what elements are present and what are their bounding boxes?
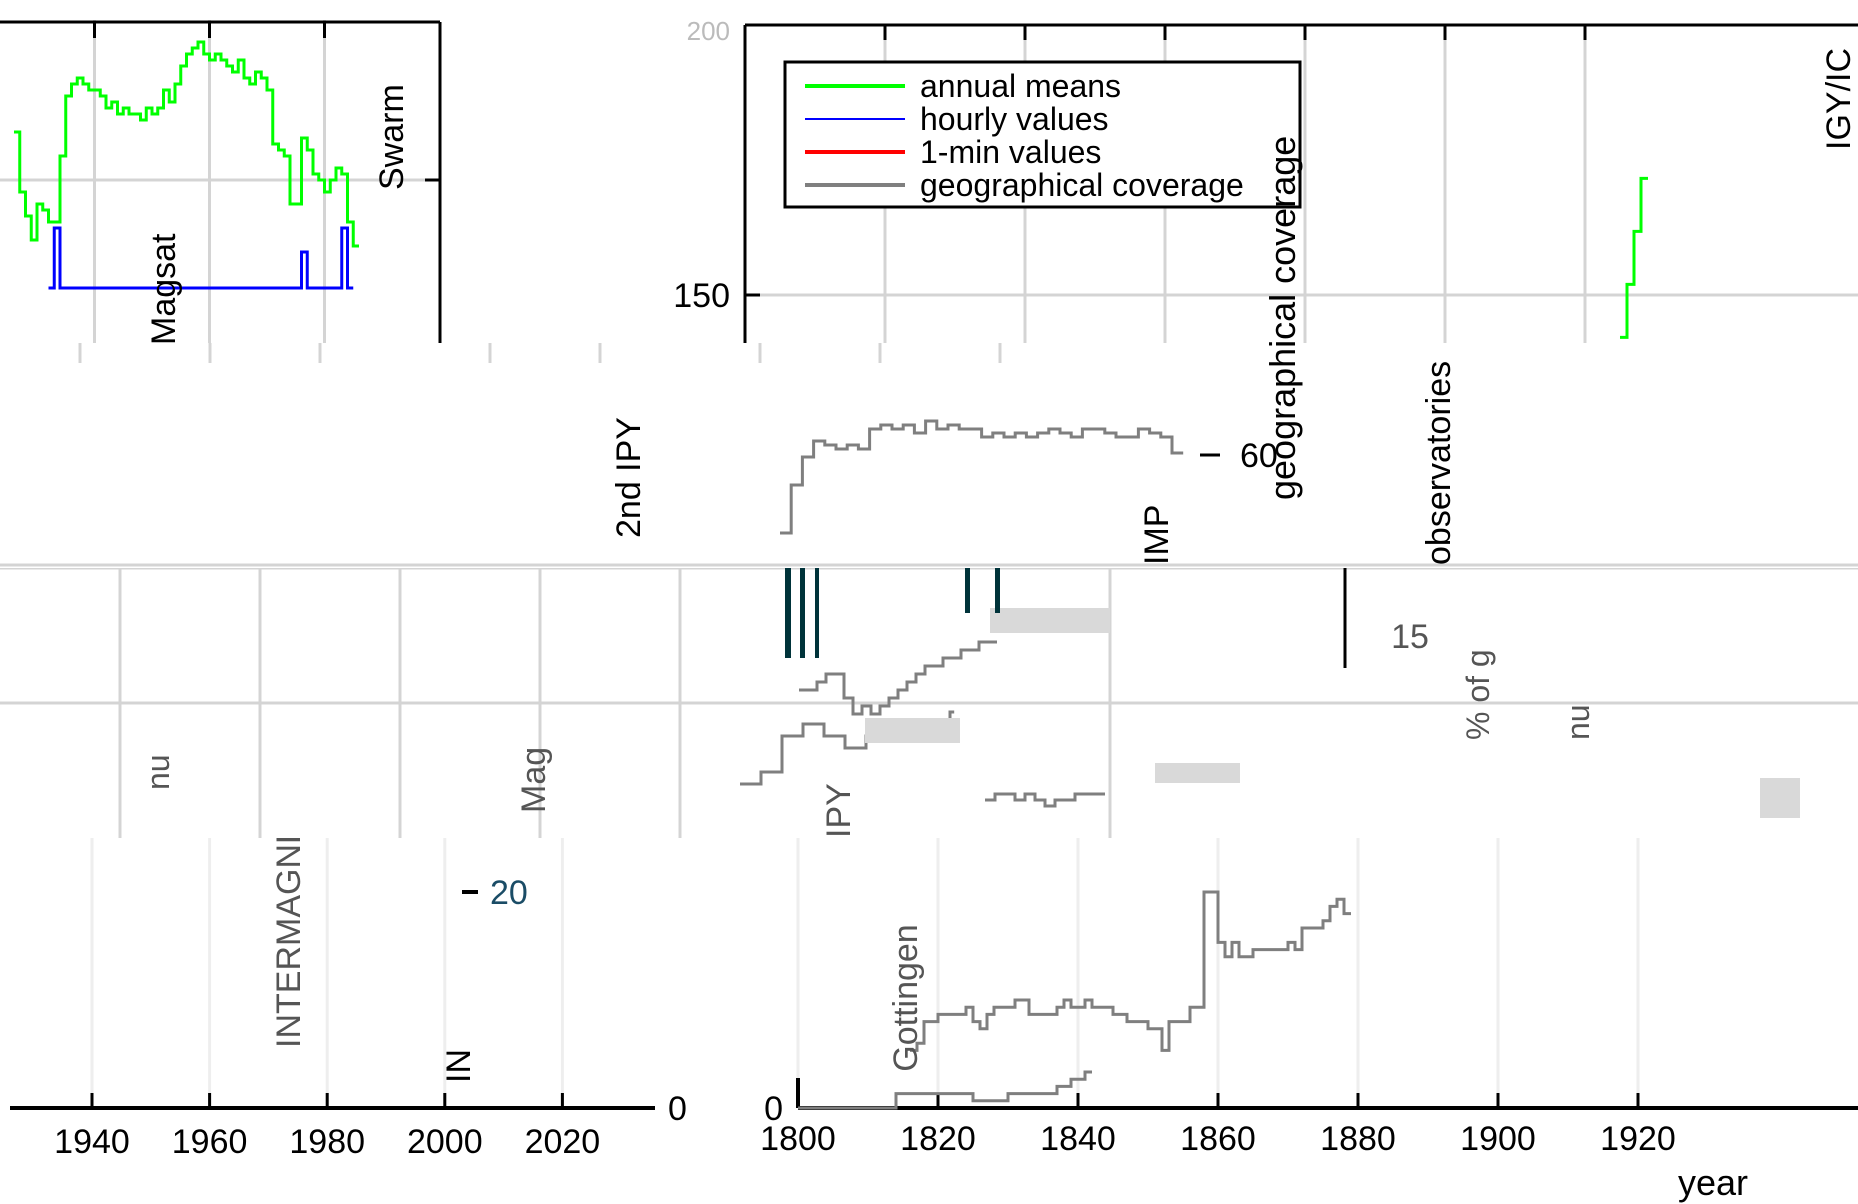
x-tick-label: 1860 xyxy=(1180,1120,1256,1158)
hourly-bar xyxy=(995,568,1000,613)
annotation-ipy: IPY xyxy=(820,783,858,838)
panel-bottom-left: 1940 1960 1980 2000 2020 20 0 INTERMAGNET IN xyxy=(0,838,700,1202)
annotation-magsat: Magsat xyxy=(145,233,183,343)
y-tick-label: 15 xyxy=(1391,618,1429,656)
chart-bottom-right: 1800 1820 1840 1860 1880 1900 1920 0 Gottingen xyxy=(760,838,1858,1158)
hourly-bar xyxy=(785,568,791,658)
annotation-swarm: Swarm xyxy=(373,84,411,190)
hourly-bar xyxy=(815,568,819,658)
series-line-coverage xyxy=(780,419,1184,535)
coverage-block xyxy=(990,608,1110,633)
legend-label: geographical coverage xyxy=(920,167,1244,203)
annotation-igy: IGY/IC xyxy=(1820,48,1858,150)
x-tick-label: 1800 xyxy=(760,1120,836,1158)
x-tick-label: 1980 xyxy=(289,1123,365,1161)
axis-label-fragment-nu: nu xyxy=(1560,704,1596,740)
x-tick-label: 1900 xyxy=(1460,1120,1536,1158)
series-line-hourly-values xyxy=(48,226,354,290)
panel-upper-left: 80MagsatSwarm xyxy=(0,0,450,343)
series-line-annual-means xyxy=(14,40,359,248)
x-tick-label: 2000 xyxy=(407,1123,483,1161)
y-tick-label: 150 xyxy=(673,277,730,315)
hourly-bar xyxy=(965,568,970,613)
x-tick-label: 1880 xyxy=(1320,1120,1396,1158)
axis-label-fragment-nu2: nu xyxy=(140,754,176,790)
panel-center: 15 IPY Mag xyxy=(0,568,1858,838)
axis-label-fragment-pct: % of g xyxy=(1460,649,1496,740)
annotation-observatories: observatories xyxy=(1420,361,1458,565)
x-tick-label: 2020 xyxy=(525,1123,601,1161)
annotation-2nd-ipy: 2nd IPY xyxy=(610,417,648,538)
legend-label: hourly values xyxy=(920,101,1109,137)
series-line-coverage-3 xyxy=(985,792,1105,808)
x-axis-title: year xyxy=(1678,1162,1749,1203)
panel-middle: 60 2nd IPY IMP observatories xyxy=(0,343,1858,568)
series-line-annual-means xyxy=(1620,176,1648,339)
y-tick-label: 0 xyxy=(668,1090,687,1128)
legend-label: 1-min values xyxy=(920,134,1101,170)
x-tick-label: 1920 xyxy=(1600,1120,1676,1158)
series-line-coverage-2 xyxy=(799,640,997,716)
x-tick-label: 1820 xyxy=(900,1120,976,1158)
y-tick-label: 20 xyxy=(490,874,528,912)
chart-middle: 60 2nd IPY IMP observatories xyxy=(0,343,1858,567)
x-tick-label: 1940 xyxy=(54,1123,130,1161)
y-tick-label: 60 xyxy=(1240,437,1278,475)
x-tick-label: 1840 xyxy=(1040,1120,1116,1158)
panel-upper-right: 150 200 IGY/IC annual means hourly values 1-m… xyxy=(660,0,1858,343)
series-line-coverage-1 xyxy=(798,1070,1092,1110)
coverage-block xyxy=(865,718,960,743)
y-tick-label: 0 xyxy=(764,1090,783,1128)
panel-bottom-right: 1800 1820 1840 1860 1880 1900 1920 0 Gottingen xyxy=(700,838,1858,1202)
coverage-block xyxy=(1760,778,1800,818)
annotation-gottingen: Gottingen xyxy=(887,924,925,1071)
right-axis-title: geographical coverage xyxy=(1262,135,1303,500)
annotation-intermagnet: INTERMAGNET xyxy=(270,838,308,1048)
chart-upper-left: 80MagsatSwarm xyxy=(0,20,442,343)
annotation-mag: Mag xyxy=(515,747,553,813)
legend-label: annual means xyxy=(920,68,1121,104)
annotation-imp: IMP xyxy=(1138,505,1176,565)
coverage-block xyxy=(1155,763,1240,783)
y-tick-label-partial: 200 xyxy=(687,16,730,46)
chart-center-fragment: 15 IPY Mag xyxy=(0,568,1858,838)
series-line-coverage-0 xyxy=(910,890,1351,1052)
x-tick-label: 1960 xyxy=(172,1123,248,1161)
hourly-bar xyxy=(800,568,805,658)
annotation-in: IN xyxy=(440,1049,478,1083)
